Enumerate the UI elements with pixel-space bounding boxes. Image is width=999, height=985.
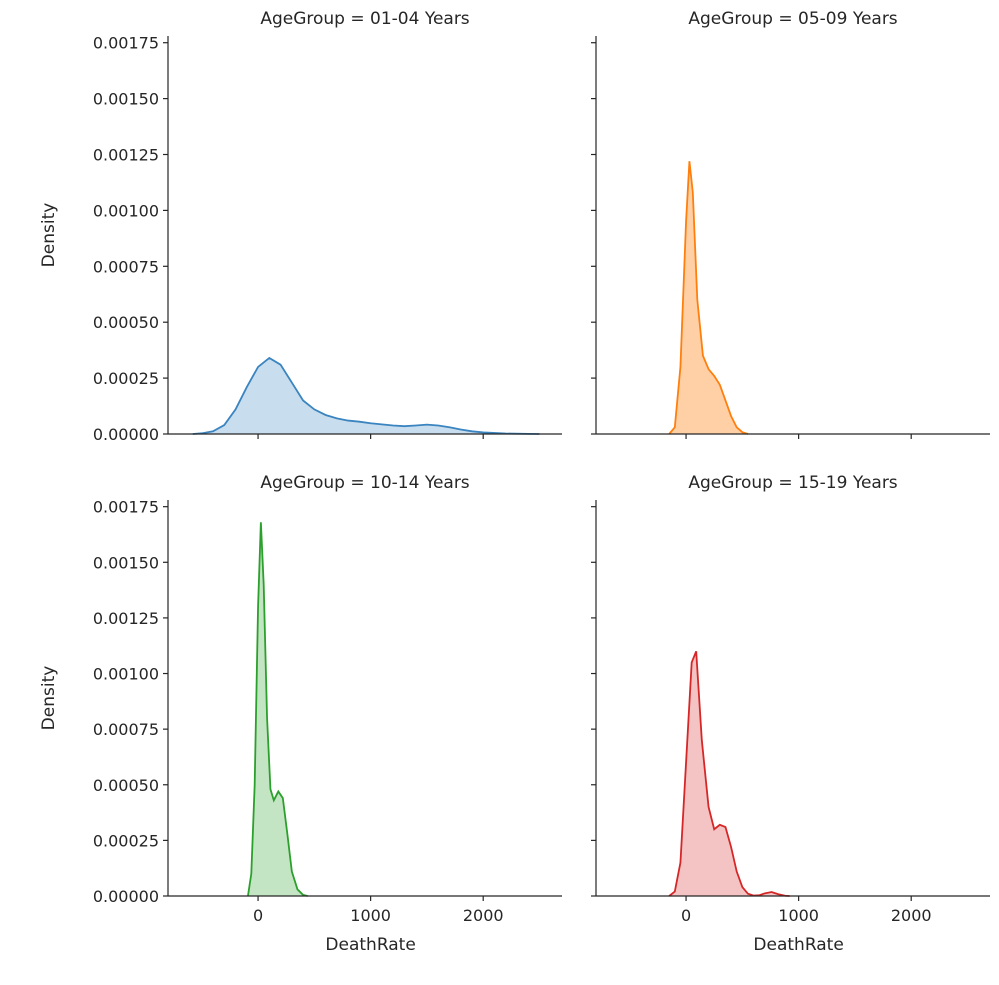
- panel-1-y-tick-label: 0.00050: [93, 313, 159, 332]
- panel-3-x-tick-label: 1000: [350, 906, 391, 925]
- panel-1-y-tick-label: 0.00025: [93, 369, 159, 388]
- panel-4-x-tick-label: 1000: [778, 906, 819, 925]
- panel-4-density-area: [669, 651, 790, 896]
- panel-1-density-line: [192, 356, 540, 435]
- panel-4-title: AgeGroup = 15-19 Years: [688, 473, 897, 493]
- panel-3-ylabel: Density: [39, 666, 59, 731]
- panel-4-xlabel: DeathRate: [753, 935, 843, 955]
- panel-4-density-line: [668, 650, 790, 897]
- panel-3-y-tick-label: 0.00025: [93, 831, 159, 850]
- panel-1-y-tick-label: 0.00175: [93, 34, 159, 53]
- panel-1-y-tick-label: 0.00075: [93, 257, 159, 276]
- panel-3-y-tick-label: 0.00175: [93, 498, 159, 517]
- panel-3-y-tick-label: 0.00125: [93, 609, 159, 628]
- panel-1-y-tick-label: 0.00100: [93, 201, 159, 220]
- panel-2-title: AgeGroup = 05-09 Years: [688, 9, 897, 29]
- panel-4-x-tick-label: 2000: [891, 906, 932, 925]
- panel-3-xlabel: DeathRate: [325, 935, 415, 955]
- panel-2-density-line: [668, 161, 749, 435]
- panel-1-y-tick-label: 0.00000: [93, 425, 159, 444]
- panel-3-y-tick-label: 0.00000: [93, 887, 159, 906]
- panel-3-y-tick-label: 0.00050: [93, 776, 159, 795]
- panel-1-title: AgeGroup = 01-04 Years: [260, 9, 469, 29]
- panel-1-density-area: [192, 357, 540, 434]
- panel-3-y-tick-label: 0.00100: [93, 665, 159, 684]
- panel-4-x-tick-label: 0: [681, 906, 691, 925]
- panel-3-y-tick-label: 0.00075: [93, 720, 159, 739]
- panel-1-ylabel: Density: [39, 203, 59, 268]
- panel-3-density-area: [247, 522, 308, 896]
- panel-2-density-area: [669, 161, 748, 434]
- panel-1-y-tick-label: 0.00125: [93, 146, 159, 165]
- panel-3-x-tick-label: 2000: [463, 906, 504, 925]
- panel-1-y-tick-label: 0.00150: [93, 90, 159, 109]
- panel-3-y-tick-label: 0.00150: [93, 553, 159, 572]
- panel-3-x-tick-label: 0: [253, 906, 263, 925]
- panel-3-density-line: [247, 522, 308, 897]
- panel-3-title: AgeGroup = 10-14 Years: [260, 473, 469, 493]
